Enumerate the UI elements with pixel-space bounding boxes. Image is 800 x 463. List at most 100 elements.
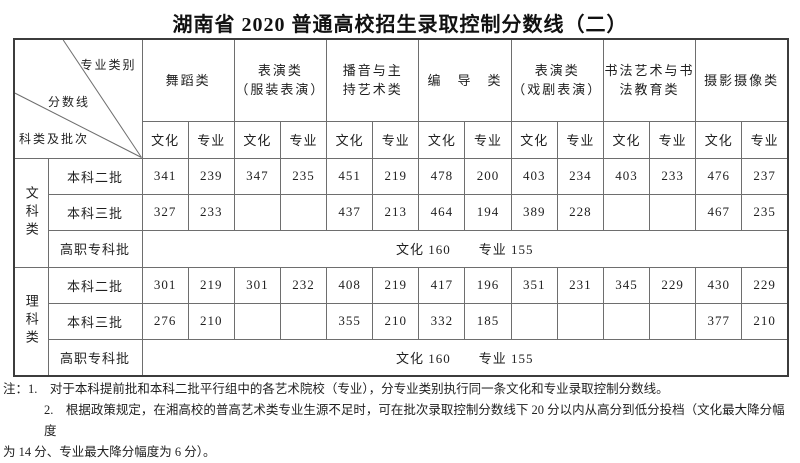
score-cell: 341 — [141, 157, 189, 195]
score-cell: 228 — [556, 193, 604, 231]
sub-header-cell: 文化 — [233, 120, 281, 159]
score-cell: 355 — [326, 302, 374, 340]
score-cell: 232 — [279, 266, 328, 304]
score-cell — [279, 193, 328, 231]
merged-score-cell: 文化 160 专业 155 — [141, 338, 789, 377]
table-header-row-sub: 文化 专业 文化 专业 文化 专业 文化 专业 文化 专业 文化 专业 文化 专… — [14, 120, 789, 159]
score-table: 专业类别 分数线 科类及批次 舞蹈类 表演类 （服装表演） 播音与主 持艺术类 … — [13, 38, 789, 377]
category-cell-science: 理科类 — [13, 266, 49, 377]
score-cell: 430 — [695, 266, 743, 304]
score-cell — [649, 302, 697, 340]
score-cell: 301 — [233, 266, 281, 304]
score-cell: 235 — [741, 193, 789, 231]
score-cell: 233 — [187, 193, 235, 231]
score-cell: 219 — [372, 266, 420, 304]
group-header-performance-fashion: 表演类 （服装表演） — [233, 38, 328, 122]
group-header-line: 编 导 类 — [427, 72, 503, 88]
sub-header-cell: 文化 — [602, 120, 651, 159]
batch-label-cell: 高职专科批 — [47, 338, 143, 377]
score-cell: 185 — [464, 302, 512, 340]
batch-label-cell: 本科三批 — [47, 302, 143, 340]
batch-label-cell: 本科三批 — [47, 193, 143, 231]
score-cell: 351 — [510, 266, 558, 304]
group-header-line: （服装表演） — [235, 82, 326, 98]
table-row: 理科类 本科二批 301 219 301 232 408 219 417 196… — [13, 266, 789, 377]
score-cell: 200 — [464, 157, 512, 195]
score-cell: 210 — [741, 302, 789, 340]
corner-header-cell: 专业类别 分数线 科类及批次 — [13, 38, 143, 159]
group-header-line: 持艺术类 — [342, 82, 403, 98]
score-cell: 219 — [187, 266, 235, 304]
score-cell: 327 — [141, 193, 189, 231]
score-cell: 478 — [418, 157, 466, 195]
corner-label-score-line: 分数线 — [48, 95, 91, 109]
group-header-line: 播音与主 — [342, 63, 403, 79]
corner-label-category-type: 专业类别 — [80, 58, 137, 72]
score-cell: 408 — [326, 266, 374, 304]
group-header-line: 舞蹈类 — [165, 72, 211, 88]
score-cell — [510, 302, 558, 340]
score-cell: 332 — [418, 302, 466, 340]
score-cell: 345 — [602, 266, 651, 304]
group-header-dance: 舞蹈类 — [141, 38, 235, 122]
merged-score-cell: 文化 160 专业 155 — [141, 229, 789, 268]
sub-header-cell: 专业 — [279, 120, 328, 159]
sub-header-cell: 文化 — [141, 120, 189, 159]
group-header-directing: 编 导 类 — [418, 38, 512, 122]
score-cell: 276 — [141, 302, 189, 340]
score-cell: 233 — [649, 157, 697, 195]
score-cell: 196 — [464, 266, 512, 304]
sub-header-cell: 专业 — [372, 120, 420, 159]
sub-header-cell: 文化 — [326, 120, 374, 159]
diagonal-divider — [15, 40, 141, 157]
note-line: 注：1. 对于本科提前批和本科二批平行组中的各艺术院校（专业），分专业类别执行同… — [3, 382, 669, 396]
note-line: 2. 根据政策规定，在湘高校的普高艺术类专业生源不足时，可在批次录取控制分数线下… — [44, 403, 785, 438]
group-header-line: 书法艺术与书 — [604, 63, 695, 79]
sub-header-cell: 专业 — [649, 120, 697, 159]
group-header-line: （戏剧表演） — [512, 82, 603, 98]
group-header-performance-drama: 表演类 （戏剧表演） — [510, 38, 604, 122]
score-cell: 229 — [649, 266, 697, 304]
note-line: 为 14 分、专业最大降分幅度为 6 分）。 — [3, 445, 216, 459]
score-cell — [649, 193, 697, 231]
score-cell: 389 — [510, 193, 558, 231]
batch-label-cell: 本科二批 — [47, 157, 143, 195]
sub-header-cell: 文化 — [510, 120, 558, 159]
sub-header-cell: 专业 — [187, 120, 235, 159]
score-cell: 417 — [418, 266, 466, 304]
score-cell: 231 — [556, 266, 604, 304]
table-row: 高职专科批 文化 160 专业 155 — [14, 338, 789, 377]
score-cell — [279, 302, 328, 340]
table-row: 本科三批 276 210 355 210 332 185 377 210 — [14, 302, 789, 340]
score-cell: 234 — [556, 157, 604, 195]
score-cell — [556, 302, 604, 340]
group-header-broadcasting: 播音与主 持艺术类 — [326, 38, 420, 122]
category-cell-liberal-arts: 文科类 — [13, 157, 49, 268]
score-cell: 229 — [741, 266, 789, 304]
sub-header-cell: 专业 — [556, 120, 604, 159]
score-cell: 213 — [372, 193, 420, 231]
score-cell — [602, 193, 651, 231]
group-header-line: 摄影摄像类 — [704, 72, 780, 88]
batch-label-cell: 本科二批 — [47, 266, 143, 304]
score-cell: 219 — [372, 157, 420, 195]
score-cell: 235 — [279, 157, 328, 195]
sub-header-cell: 文化 — [695, 120, 743, 159]
group-header-line: 表演类 — [257, 63, 303, 79]
score-cell: 210 — [187, 302, 235, 340]
score-cell: 210 — [372, 302, 420, 340]
table-row: 本科三批 327 233 437 213 464 194 389 228 467… — [14, 193, 789, 231]
category-label: 文科类 — [23, 185, 39, 240]
group-header-calligraphy: 书法艺术与书 法教育类 — [602, 38, 697, 122]
score-cell — [233, 302, 281, 340]
document-page: { "title": "湖南省 2020 普通高校招生录取控制分数线（二）", … — [3, 14, 789, 459]
sub-header-cell: 文化 — [418, 120, 466, 159]
corner-label-batch: 科类及批次 — [19, 132, 90, 146]
score-cell: 464 — [418, 193, 466, 231]
page-title: 湖南省 2020 普通高校招生录取控制分数线（二） — [172, 14, 628, 36]
score-cell — [233, 193, 281, 231]
footnotes: 注：1. 对于本科提前批和本科二批平行组中的各艺术院校（专业），分专业类别执行同… — [3, 379, 797, 463]
score-cell: 403 — [510, 157, 558, 195]
table-row: 高职专科批 文化 160 专业 155 — [14, 229, 789, 268]
score-cell: 476 — [695, 157, 743, 195]
